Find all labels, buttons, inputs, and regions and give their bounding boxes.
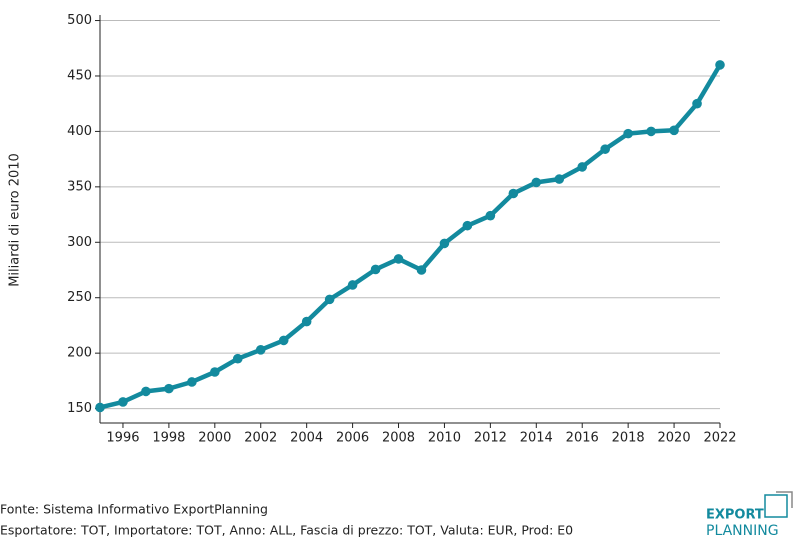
x-tick-label: 2018 xyxy=(612,431,645,446)
point xyxy=(669,125,679,136)
point xyxy=(623,128,633,139)
x-tick-label: 1998 xyxy=(152,431,185,446)
footer-filters: Esportatore: TOT, Importatore: TOT, Anno… xyxy=(0,523,573,538)
point xyxy=(554,174,565,184)
x-tick-label: 2000 xyxy=(198,431,231,446)
line xyxy=(99,63,722,410)
point xyxy=(393,254,404,264)
logo: EXPORT PLANNING xyxy=(706,491,793,539)
point xyxy=(118,397,128,407)
point xyxy=(324,294,335,305)
x-tick-label: 2008 xyxy=(382,431,415,446)
x-tick-label: 2004 xyxy=(290,431,323,446)
point xyxy=(210,367,220,377)
point xyxy=(141,386,151,397)
point xyxy=(255,345,266,355)
point xyxy=(232,353,243,364)
logo-text: EXPORT xyxy=(706,508,764,523)
y-tick-label: 250 xyxy=(67,290,92,305)
point xyxy=(715,60,725,70)
point xyxy=(646,126,656,137)
point xyxy=(692,98,702,109)
point xyxy=(485,210,496,221)
point xyxy=(531,177,542,188)
y-tick-label: 350 xyxy=(67,179,92,194)
y-tick-label: 500 xyxy=(67,13,92,28)
point xyxy=(301,316,312,327)
point xyxy=(462,220,473,231)
y-tick-label: 450 xyxy=(67,68,92,83)
x-tick-label: 2022 xyxy=(703,431,736,446)
point xyxy=(164,383,174,394)
x-tick-label: 2014 xyxy=(520,431,553,446)
x-tick-label: 2016 xyxy=(566,431,599,446)
x-tick-label: 2006 xyxy=(336,431,369,446)
y-tick-label: 300 xyxy=(67,235,92,250)
x-tick-label: 2012 xyxy=(474,431,507,446)
logo-icon-corner xyxy=(776,491,793,508)
point xyxy=(95,402,105,413)
y-tick-label: 200 xyxy=(67,346,92,361)
point xyxy=(187,377,197,387)
point xyxy=(577,162,588,172)
logo-icon xyxy=(764,494,788,518)
y-tick-label: 400 xyxy=(67,124,92,139)
x-tick-label: 2002 xyxy=(244,431,277,446)
y-axis-label: Miliardi di euro 2010 xyxy=(8,153,23,287)
point xyxy=(347,280,358,290)
logo-text: PLANNING xyxy=(706,523,779,539)
x-tick-label: 2020 xyxy=(658,431,691,446)
x-tick-label: 2010 xyxy=(428,431,461,446)
point xyxy=(600,144,610,154)
point xyxy=(278,335,289,346)
point xyxy=(508,188,519,199)
point xyxy=(439,238,450,249)
x-tick-label: 1996 xyxy=(106,431,139,446)
point xyxy=(370,264,381,275)
point xyxy=(416,265,427,275)
footer-source: Fonte: Sistema Informativo ExportPlannin… xyxy=(0,502,268,517)
y-tick-label: 150 xyxy=(67,401,92,416)
